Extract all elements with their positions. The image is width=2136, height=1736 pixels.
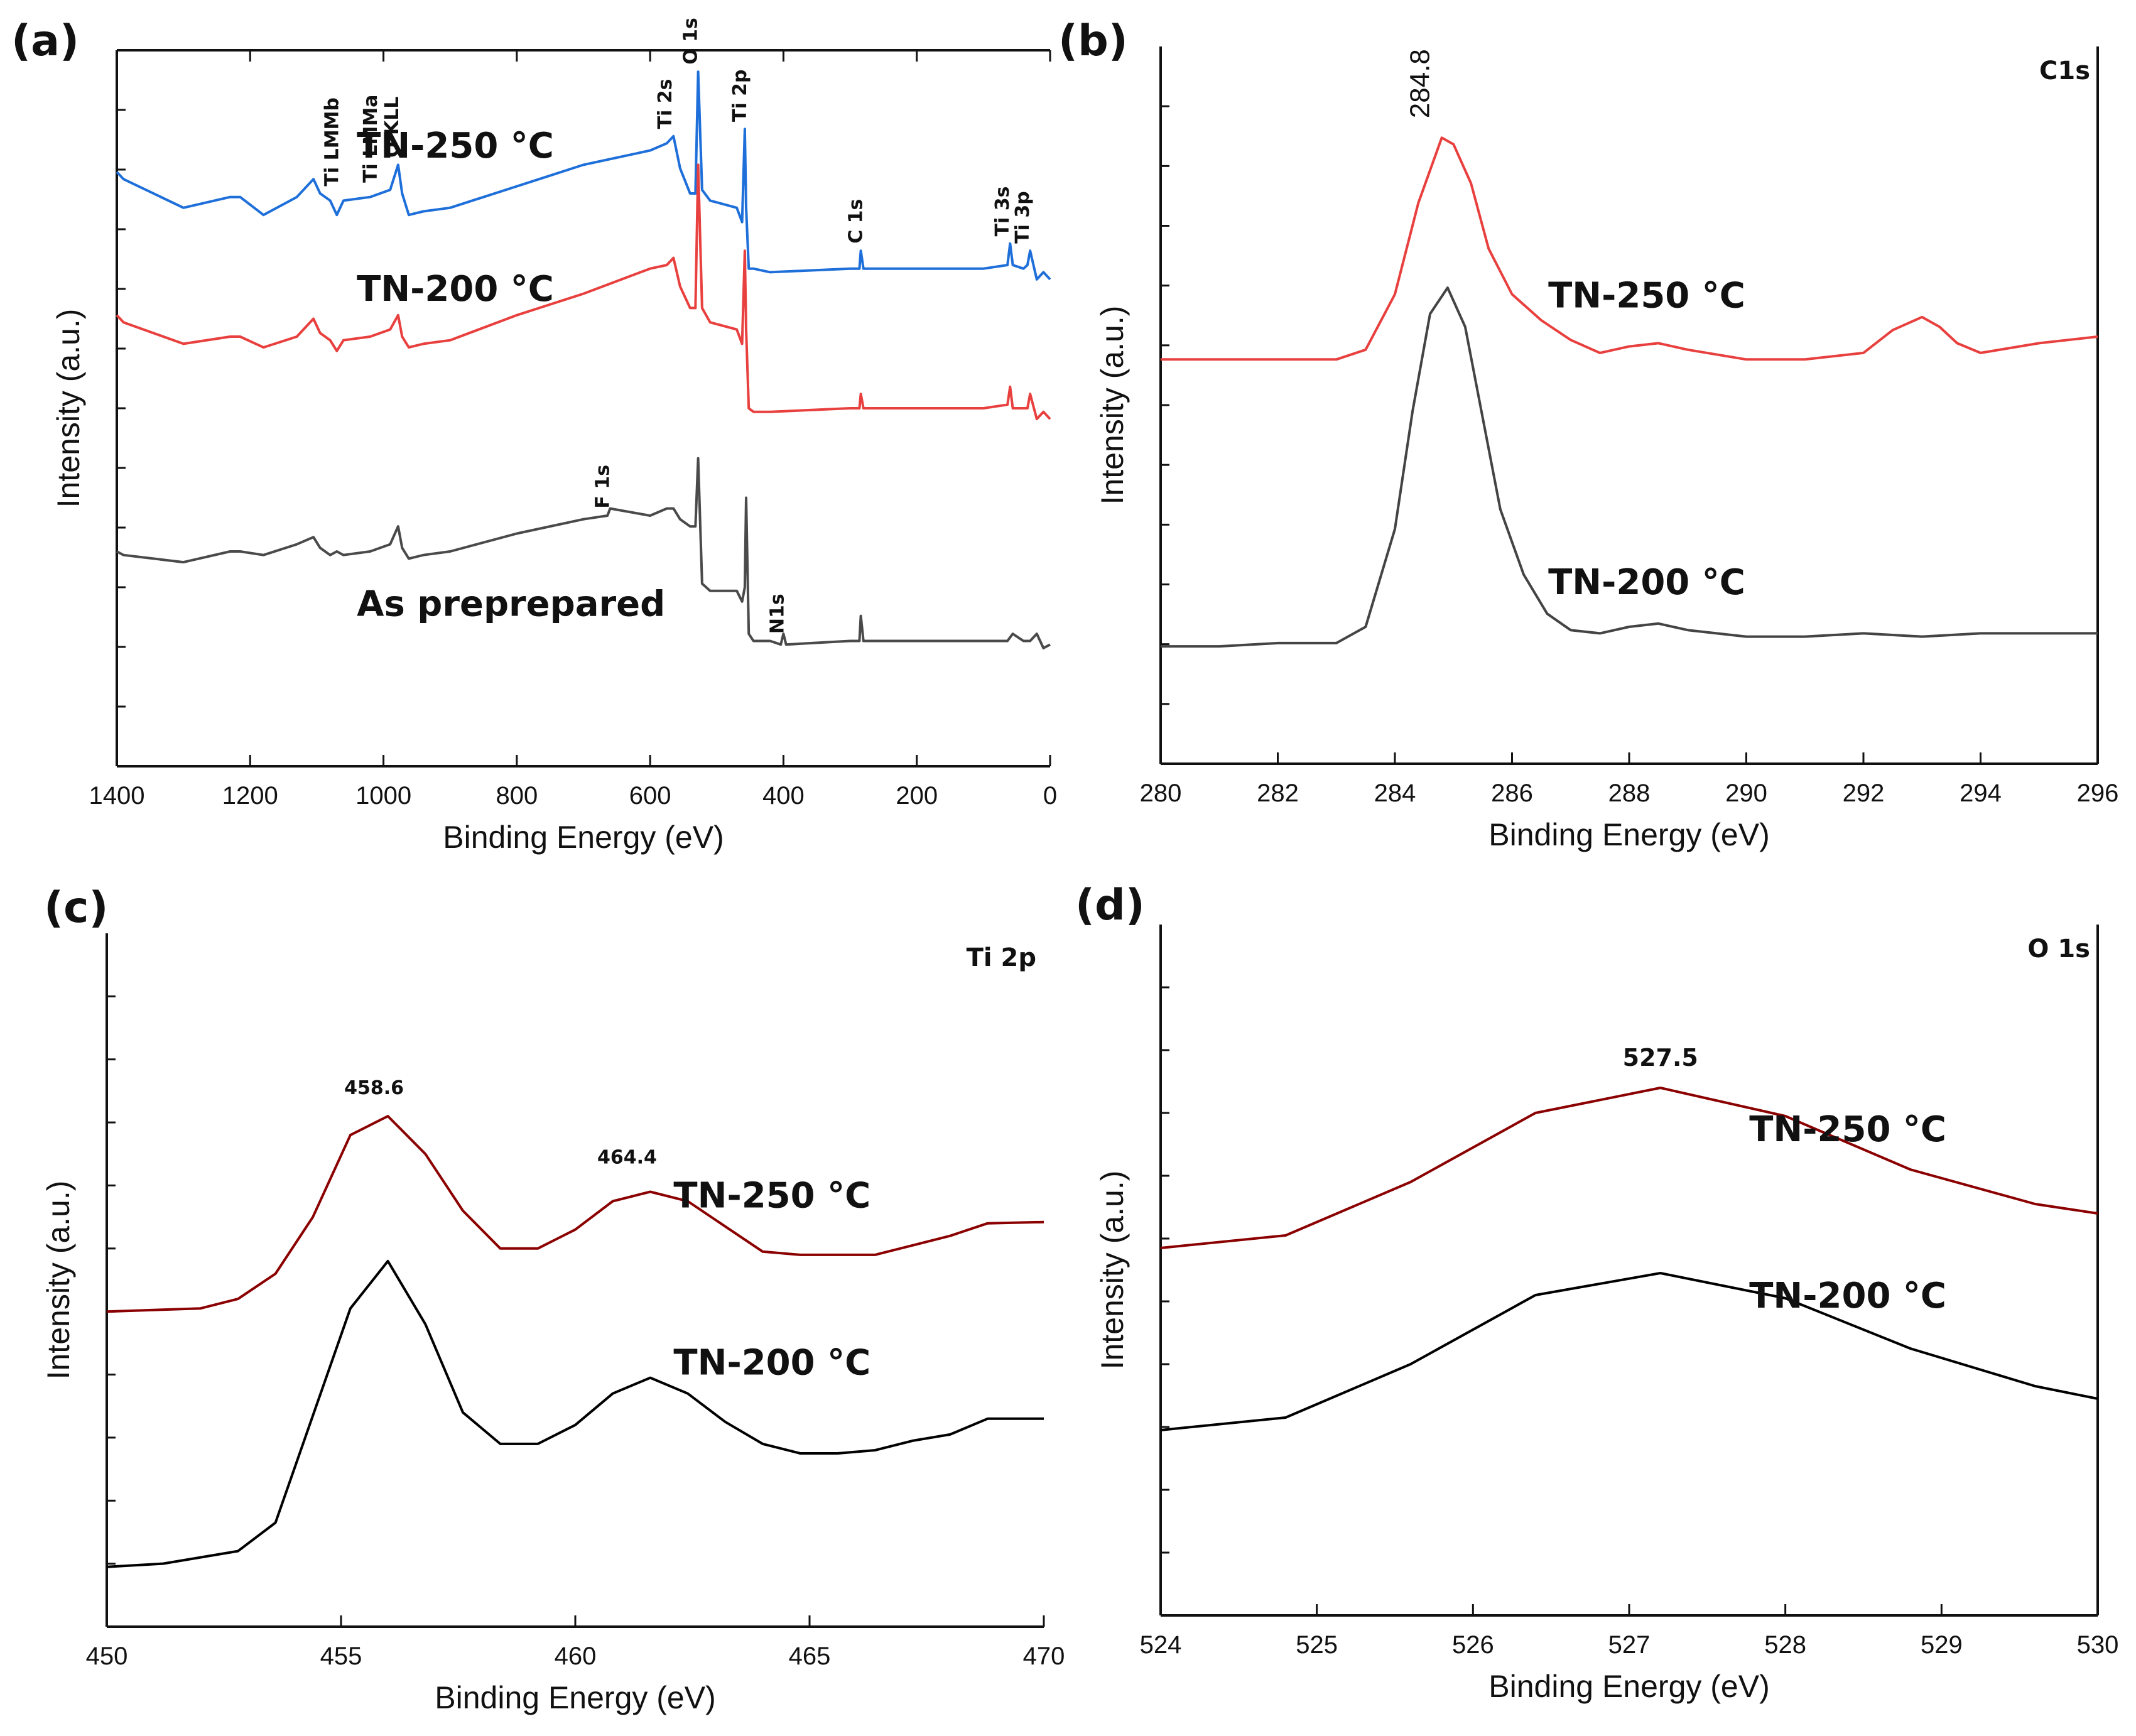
- x-tick-label: 528: [1764, 1631, 1806, 1659]
- y-axis-title: Intensity (a.u.): [1095, 1171, 1130, 1370]
- x-tick-label: 460: [555, 1642, 597, 1670]
- peak-label: Ti 2s: [654, 79, 676, 129]
- series-label: TN-250 °C: [673, 1176, 870, 1217]
- x-axis-title: Binding Energy (eV): [435, 1680, 715, 1715]
- panel-d: (d) 524 525 526 527 528 529 530 Binding Energy (…: [1075, 881, 2118, 1704]
- peak-label: N1s: [766, 594, 788, 634]
- x-tick-label: 296: [2077, 779, 2119, 807]
- panel-letter: (c): [44, 883, 108, 933]
- peak-label: C 1s: [845, 199, 867, 244]
- y-axis-title: Intensity (a.u.): [1095, 306, 1130, 505]
- x-tick-label: 470: [1023, 1642, 1065, 1670]
- peak-label: 458.6: [344, 1077, 404, 1099]
- x-tick-label: 465: [789, 1642, 831, 1670]
- series-line-0: [1160, 1087, 2098, 1249]
- x-tick-label: 524: [1140, 1631, 1182, 1659]
- panel-letter: (d): [1075, 881, 1145, 930]
- x-tick-label: 455: [320, 1642, 362, 1670]
- series-label: As preprepared: [357, 584, 665, 625]
- x-tick-label: 526: [1452, 1631, 1494, 1659]
- series-label: TN-200 °C: [1749, 1276, 1946, 1316]
- series-line-1: [1160, 1272, 2098, 1431]
- x-tick-label: 286: [1491, 779, 1533, 807]
- series-label: TN-250 °C: [1749, 1109, 1946, 1150]
- x-tick-label: 280: [1140, 779, 1182, 807]
- x-tick-label: 282: [1257, 779, 1299, 807]
- series-label: TN-200 °C: [1548, 562, 1745, 603]
- panel-letter: (a): [11, 16, 79, 66]
- series-line-0: [106, 1115, 1044, 1313]
- peak-label: Ti LMMa: [360, 95, 382, 183]
- x-tick-label: 1000: [355, 782, 411, 810]
- series-label: TN-200 °C: [673, 1343, 870, 1384]
- x-axis-title: Binding Energy (eV): [1488, 1669, 1769, 1704]
- x-tick-label: 600: [629, 782, 671, 810]
- y-axis-title: Intensity (a.u.): [51, 309, 86, 508]
- x-tick-label: 530: [2077, 1631, 2119, 1659]
- x-axis-title: Binding Energy (eV): [443, 820, 724, 855]
- peak-label: 464.4: [597, 1146, 657, 1168]
- series-label: TN-250 °C: [1548, 275, 1745, 316]
- panel-a: (a) 1400 1200 1000 800 600 400 200 0 Binding Ener…: [11, 16, 1057, 855]
- series-line-1: [116, 163, 1051, 421]
- panel-title: Ti 2p: [967, 943, 1036, 972]
- x-tick-label: 292: [1843, 779, 1885, 807]
- panel-b: (b) 280 282 284 286 288 290 292 294 296 Binding En…: [1058, 16, 2118, 852]
- series-line-2: [116, 457, 1051, 649]
- x-tick-label: 400: [762, 782, 805, 810]
- peak-label: F 1s: [592, 465, 614, 509]
- series-label: TN-250 °C: [357, 126, 554, 166]
- panel-letter: (b): [1058, 16, 1128, 66]
- panel-c: (c) 450 455 460 465 470 Binding Energy (eV) Int…: [41, 883, 1065, 1715]
- series-line-0: [1161, 136, 2098, 361]
- x-tick-label: 529: [1921, 1631, 1963, 1659]
- series-line-1: [106, 1259, 1044, 1568]
- x-tick-label: 527: [1608, 1631, 1651, 1659]
- series-line-1: [1161, 286, 2098, 648]
- x-tick-label: 288: [1608, 779, 1651, 807]
- x-axis-title: Binding Energy (eV): [1488, 817, 1769, 852]
- x-tick-label: 0: [1043, 782, 1057, 810]
- x-tick-label: 294: [1960, 779, 2002, 807]
- peak-label: 284.8: [1405, 49, 1436, 118]
- peak-label: Ti 3p: [1012, 191, 1034, 244]
- peak-label: Ti 2p: [729, 69, 751, 122]
- y-axis-title: Intensity (a.u.): [41, 1181, 76, 1380]
- peak-label: Ti 3s: [992, 186, 1014, 236]
- x-tick-label: 1400: [89, 782, 145, 810]
- panel-title: C1s: [2039, 57, 2090, 85]
- peak-label: Ti LMMb: [321, 97, 343, 187]
- peak-label: O KLL: [381, 97, 403, 158]
- series-line-0: [116, 70, 1051, 281]
- x-tick-label: 290: [1725, 779, 1767, 807]
- x-tick-label: 450: [86, 1642, 128, 1670]
- peak-label: 527.5: [1623, 1044, 1698, 1071]
- peak-label: O 1s: [680, 18, 702, 65]
- x-tick-label: 284: [1374, 779, 1416, 807]
- x-tick-label: 1200: [222, 782, 278, 810]
- x-tick-label: 200: [896, 782, 938, 810]
- x-tick-label: 800: [496, 782, 538, 810]
- panel-title: O 1s: [2027, 935, 2090, 963]
- series-label: TN-200 °C: [357, 269, 554, 310]
- x-tick-label: 525: [1296, 1631, 1338, 1659]
